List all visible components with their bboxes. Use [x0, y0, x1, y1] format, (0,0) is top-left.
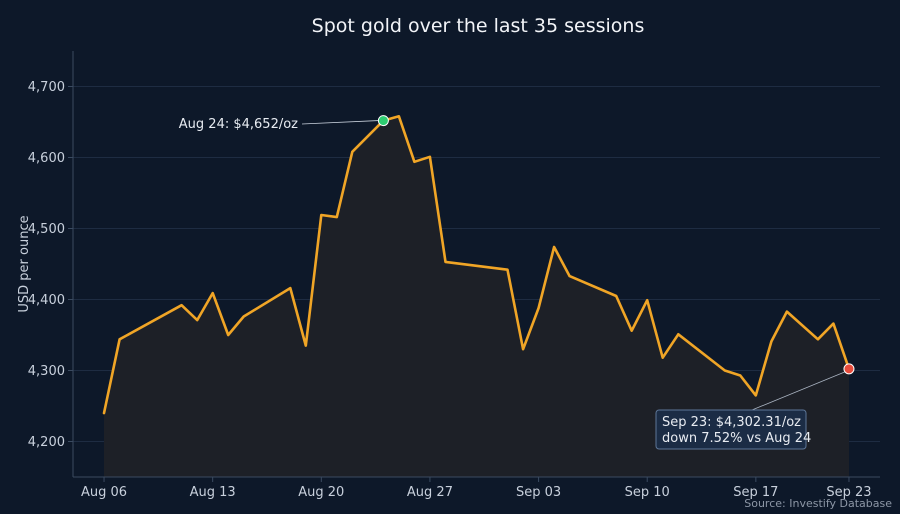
y-tick-label: 4,700 [28, 80, 65, 95]
y-tick-label: 4,400 [28, 293, 65, 308]
y-tick-label: 4,200 [28, 435, 65, 450]
x-tick-label: Sep 23 [826, 485, 871, 500]
last-annotation-line-2: down 7.52% vs Aug 24 [662, 431, 811, 446]
x-tick-label: Sep 17 [733, 485, 778, 500]
last-annotation-box [655, 409, 807, 450]
y-tick-label: 4,300 [28, 364, 65, 379]
y-tick-label: 4,600 [28, 151, 65, 166]
x-tick-label: Aug 06 [81, 485, 127, 500]
peak-marker [377, 115, 389, 127]
y-axis-ticks: 4,200 4,300 4,400 4,500 4,600 4,700 [28, 80, 73, 450]
last-marker [843, 363, 855, 375]
y-axis-label: USD per ounce [17, 215, 32, 312]
y-tick-label: 4,500 [28, 222, 65, 237]
x-tick-label: Aug 20 [298, 485, 344, 500]
chart-title: Spot gold over the last 35 sessions [312, 15, 645, 37]
source-note: Source: Investify Database [744, 497, 892, 510]
x-axis-ticks: Aug 06 Aug 13 Aug 20 Aug 27 Sep 03 Sep 10 Sep … [81, 477, 872, 500]
x-tick-label: Aug 13 [190, 485, 236, 500]
peak-annotation-leader [301, 120, 379, 125]
peak-annotation-label: Aug 24: $4,652/oz [179, 117, 298, 132]
x-tick-label: Sep 10 [625, 485, 670, 500]
last-annotation-line-1: Sep 23: $4,302.31/oz [662, 415, 801, 430]
area-fill [104, 116, 849, 478]
last-annotation-leader [751, 371, 846, 411]
x-tick-label: Sep 03 [516, 485, 561, 500]
series-line [102, 115, 851, 415]
axes [72, 51, 880, 478]
x-tick-label: Aug 27 [407, 485, 453, 500]
